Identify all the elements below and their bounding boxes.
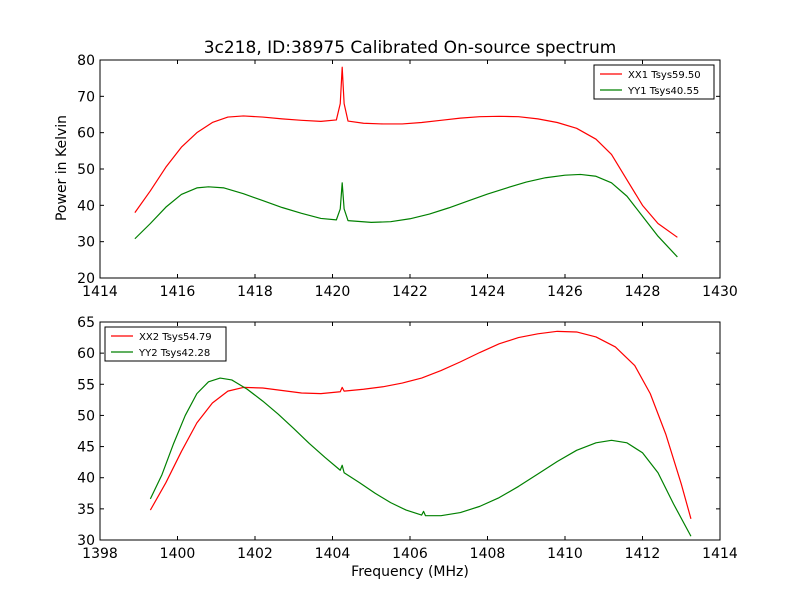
bottom-y-tick-label: 35 xyxy=(77,502,95,518)
bottom-x-tick-label: 1398 xyxy=(82,546,118,562)
top-y-tick-label: 70 xyxy=(77,89,95,105)
bottom-x-tick-label: 1410 xyxy=(547,546,583,562)
top-x-tick-label: 1414 xyxy=(82,284,118,300)
top-series-line-2 xyxy=(134,173,678,258)
bottom-y-tick-label: 60 xyxy=(77,346,95,362)
bottom-y-tick-label: 30 xyxy=(77,533,95,549)
bottom-legend-label-1: XX2 Tsys54.79 xyxy=(139,332,212,343)
x-axis-label: Frequency (MHz) xyxy=(351,564,469,580)
top-x-tick-label: 1422 xyxy=(392,284,428,300)
top-legend-label-1: XX1 Tsys59.50 xyxy=(628,70,701,81)
bottom-y-tick-label: 65 xyxy=(77,315,95,331)
y-axis-label: Power in Kelvin xyxy=(54,115,70,221)
top-y-tick-label: 80 xyxy=(77,53,95,69)
bottom-legend-label-2: YY2 Tsys42.28 xyxy=(138,348,210,359)
top-chart-panel: 1414 1416 1418 1420 1422 1424 1426 1428 1430 20 30… xyxy=(77,53,738,300)
bottom-y-tick-label: 45 xyxy=(77,440,95,456)
top-legend-label-2: YY1 Tsys40.55 xyxy=(627,86,699,97)
top-legend-box xyxy=(593,64,715,100)
bottom-x-tick-label: 1412 xyxy=(625,546,661,562)
bottom-y-tick-label: 50 xyxy=(77,408,95,424)
top-x-tick-label: 1418 xyxy=(237,284,273,300)
bottom-series-line-1 xyxy=(149,330,692,519)
top-y-tick-label: 60 xyxy=(77,126,95,142)
top-x-tick-label: 1428 xyxy=(625,284,661,300)
bottom-y-tick-label: 55 xyxy=(77,377,95,393)
top-x-tick-label: 1424 xyxy=(470,284,506,300)
bottom-y-tick-label: 40 xyxy=(77,471,95,487)
top-y-tick-label: 50 xyxy=(77,162,95,178)
top-series-line-1 xyxy=(134,66,678,238)
top-x-tick-label: 1426 xyxy=(547,284,583,300)
bottom-series-line-2 xyxy=(149,377,692,537)
chart-title: 3c218, ID:38975 Calibrated On-source spe… xyxy=(204,38,617,58)
bottom-x-tick-label: 1402 xyxy=(237,546,273,562)
bottom-chart-panel: 1398 1400 1402 1404 1406 1408 1410 1412 1414 30 35… xyxy=(77,315,738,562)
bottom-x-tick-label: 1400 xyxy=(160,546,196,562)
top-y-tick-label: 30 xyxy=(77,235,95,251)
bottom-legend-box xyxy=(104,326,227,362)
top-x-tick-label: 1416 xyxy=(160,284,196,300)
bottom-x-tick-label: 1408 xyxy=(470,546,506,562)
top-x-tick-label: 1420 xyxy=(315,284,351,300)
top-y-tick-label: 20 xyxy=(77,271,95,287)
bottom-x-tick-label: 1414 xyxy=(702,546,738,562)
top-y-tick-label: 40 xyxy=(77,198,95,214)
top-x-tick-label: 1430 xyxy=(702,284,738,300)
bottom-x-tick-label: 1406 xyxy=(392,546,428,562)
bottom-x-tick-label: 1404 xyxy=(315,546,351,562)
